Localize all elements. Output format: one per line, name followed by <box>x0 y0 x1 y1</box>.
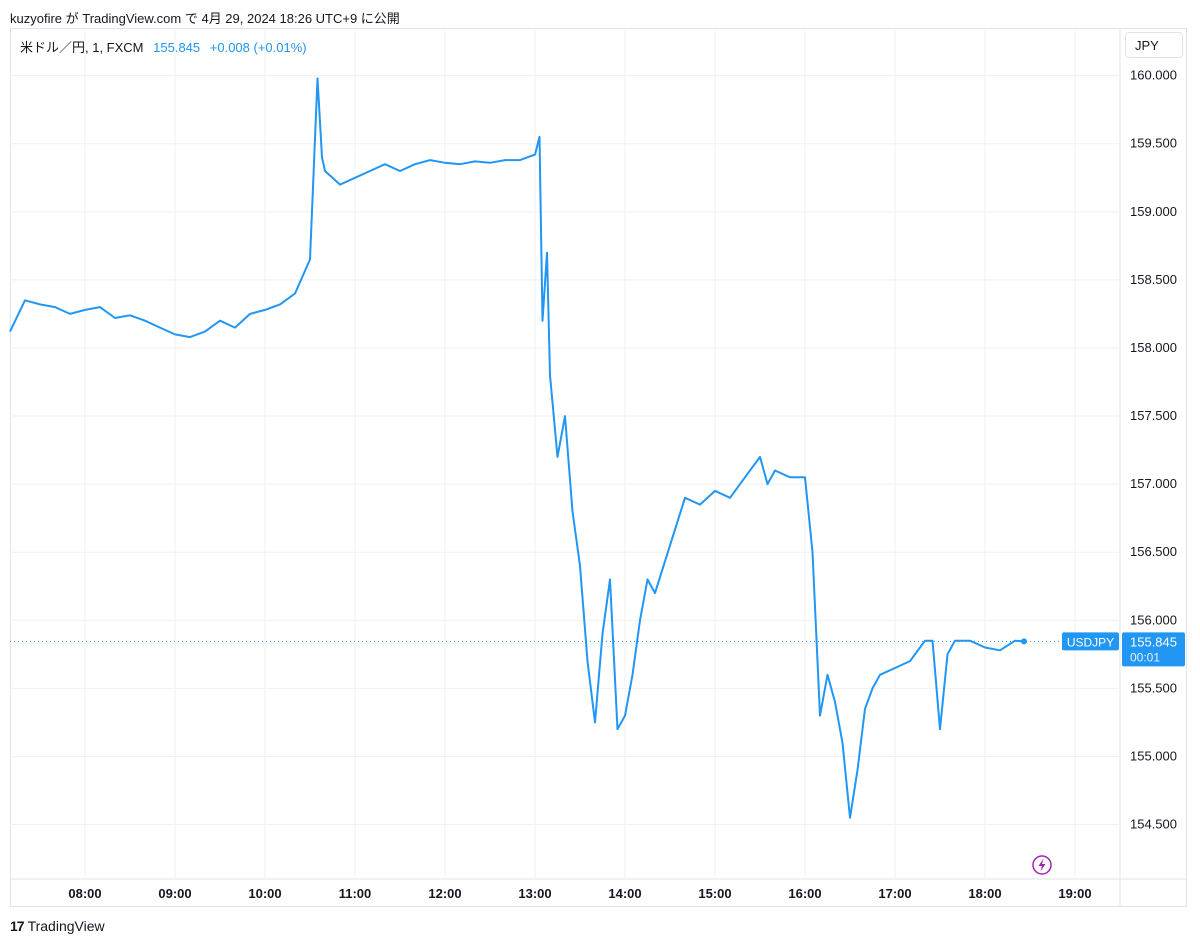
y-tick-label: 155.500 <box>1130 680 1177 695</box>
symbol-label[interactable]: 米ドル／円, 1, FXCM <box>20 40 144 55</box>
x-tick-label[interactable]: 18:00 <box>968 886 1001 901</box>
x-tick-label[interactable]: 13:00 <box>518 886 551 901</box>
y-tick-label: 159.500 <box>1130 136 1177 151</box>
y-tick-label: 158.000 <box>1130 340 1177 355</box>
y-tick-label: 158.500 <box>1130 272 1177 287</box>
x-tick-label[interactable]: 11:00 <box>339 886 372 901</box>
y-tick-label: 157.000 <box>1130 476 1177 491</box>
tradingview-logo[interactable]: 17 TradingView <box>10 918 105 934</box>
y-tick-label: 160.000 <box>1130 68 1177 83</box>
y-tick-label: 157.500 <box>1130 408 1177 423</box>
last-price: 155.845 <box>153 40 201 55</box>
y-tick-label: 154.500 <box>1130 817 1177 832</box>
ticker-tag-label: USDJPY <box>1067 635 1114 649</box>
y-tick-label: 159.000 <box>1130 204 1177 219</box>
x-tick-label[interactable]: 09:00 <box>158 886 191 901</box>
y-tick-label: 156.500 <box>1130 544 1177 559</box>
chart-frame <box>10 28 1187 907</box>
price-axis-tag <box>1122 632 1185 667</box>
usdjpy-price-line[interactable] <box>9 77 1025 819</box>
price-change: +0.008 (+0.01%) <box>209 40 307 55</box>
publish-info: kuzyofire が TradingView.com で 4月 29, 202… <box>10 11 400 26</box>
x-tick-label[interactable]: 16:00 <box>788 886 821 901</box>
currency-button[interactable]: JPY <box>1125 32 1183 58</box>
x-tick-label[interactable]: 17:00 <box>878 886 911 901</box>
x-tick-label[interactable]: 19:00 <box>1058 886 1091 901</box>
lightning-icon-bolt <box>1038 858 1046 872</box>
tradingview-logo-mark: 17 <box>10 918 25 934</box>
y-tick-label: 156.000 <box>1130 612 1177 627</box>
tradingview-brand: TradingView <box>27 918 105 934</box>
x-tick-label[interactable]: 10:00 <box>248 886 281 901</box>
x-tick-label[interactable]: 15:00 <box>698 886 731 901</box>
current-price-marker <box>1021 638 1027 645</box>
bar-countdown: 00:01 <box>1130 650 1160 664</box>
ticker-tag <box>1062 632 1119 651</box>
chart-legend: 米ドル／円, 1, FXCM 155.845 +0.008 (+0.01%) <box>20 37 307 56</box>
y-tick-label: 155.000 <box>1130 748 1177 763</box>
x-tick-label[interactable]: 08:00 <box>68 886 101 901</box>
x-tick-label[interactable]: 12:00 <box>428 886 461 901</box>
lightning-icon[interactable] <box>1032 855 1052 875</box>
price-axis-value: 155.845 <box>1130 634 1177 649</box>
x-tick-label[interactable]: 14:00 <box>608 886 641 901</box>
